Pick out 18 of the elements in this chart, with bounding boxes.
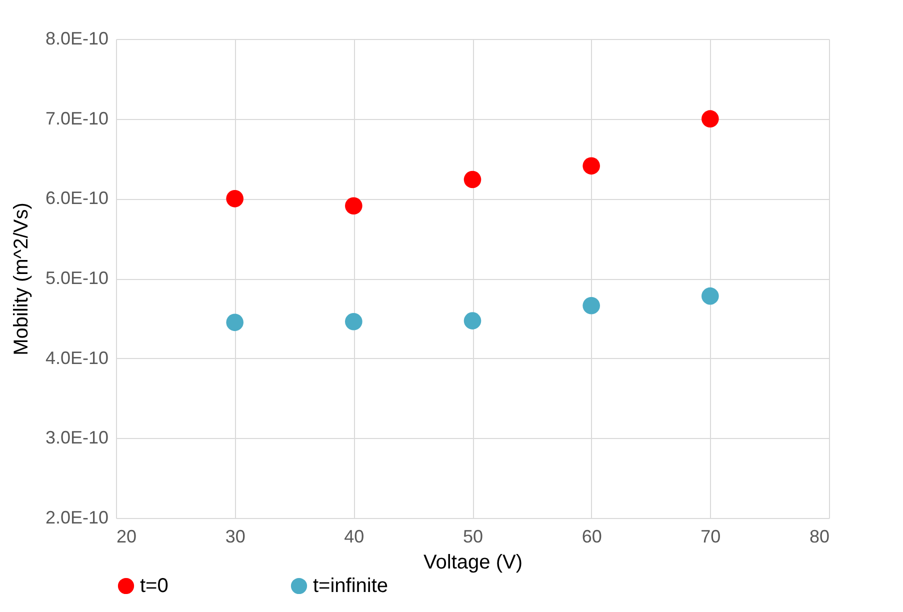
x-tick-label: 40 — [344, 526, 364, 546]
y-tick-label: 5.0E-10 — [45, 268, 108, 288]
x-tick-label: 50 — [462, 526, 484, 546]
y-tick-label: 3.0E-10 — [45, 428, 108, 448]
x-tick-label: 20 — [116, 526, 137, 546]
x-tick-label: 30 — [225, 526, 246, 546]
legend-label: t=0 — [140, 575, 168, 597]
x-axis-title: Voltage (V) — [424, 552, 522, 574]
x-tick-label: 70 — [700, 526, 721, 546]
y-tick-label: 7.0E-10 — [45, 108, 108, 128]
y-tick-label: 8.0E-10 — [45, 28, 108, 48]
x-tick-label: 60 — [582, 526, 602, 546]
x-tick-label: 80 — [809, 526, 830, 546]
y-tick-label: 4.0E-10 — [45, 348, 108, 368]
legend-label: t=infinite — [313, 575, 388, 597]
y-axis-title: Mobility (m^2/Vs) — [10, 202, 32, 356]
y-tick-label: 6.0E-10 — [45, 188, 108, 208]
y-tick-label: 2.0E-10 — [45, 508, 108, 528]
